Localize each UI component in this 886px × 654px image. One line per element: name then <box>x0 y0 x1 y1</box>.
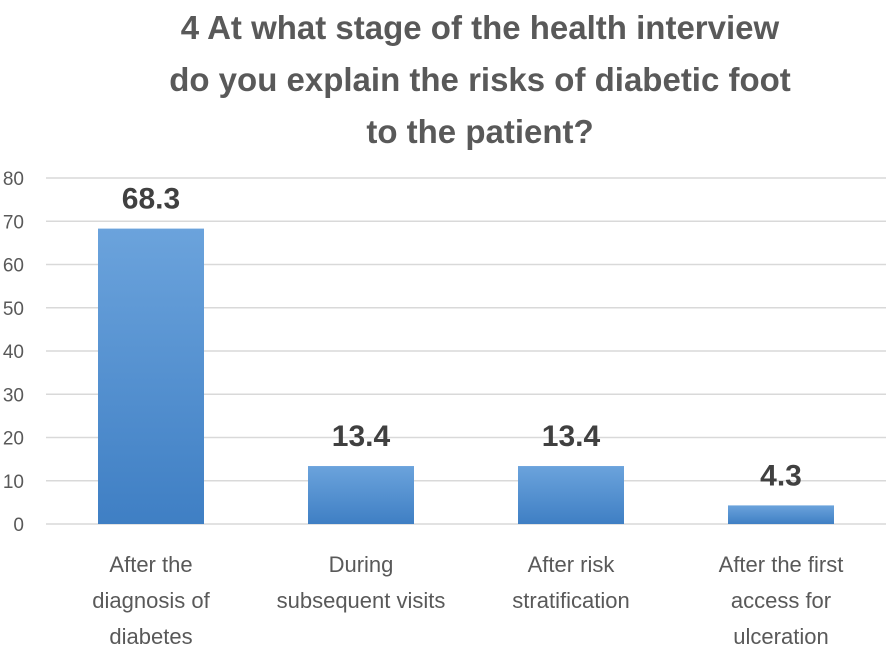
data-label-2: 13.4 <box>332 420 391 453</box>
bar-4 <box>728 505 834 524</box>
y-tick-label: 80 <box>3 169 24 190</box>
y-tick-label: 20 <box>3 429 24 450</box>
bar-2 <box>308 466 414 524</box>
bar-1 <box>98 228 204 525</box>
chart-title-line-2: do you explain the risks of diabetic foo… <box>169 61 791 98</box>
category-label-1-line-3: diabetes <box>109 624 192 649</box>
y-tick-label: 60 <box>3 256 24 277</box>
y-tick-label: 10 <box>3 472 24 493</box>
category-label-3-line-1: After risk <box>528 552 616 577</box>
y-tick-label: 50 <box>3 299 24 320</box>
y-tick-label: 40 <box>3 342 24 363</box>
category-labels: After the diagnosis of diabetes During subse… <box>92 552 843 649</box>
category-label-1-line-2: diagnosis of <box>92 588 210 613</box>
chart-title-line-1: 4 At what stage of the health interview <box>180 9 780 46</box>
category-label-1-line-1: After the <box>109 552 192 577</box>
y-tick-label: 30 <box>3 385 24 406</box>
bar-3 <box>518 466 624 524</box>
category-label-4-line-2: access for <box>731 588 831 613</box>
bars <box>98 228 834 525</box>
chart-title: 4 At what stage of the health interview … <box>100 2 860 158</box>
data-label-4: 4.3 <box>760 459 802 492</box>
category-label-2-line-2: subsequent visits <box>277 588 446 613</box>
data-label-3: 13.4 <box>542 420 601 453</box>
data-labels: 68.3 13.4 13.4 4.3 <box>122 183 802 493</box>
y-axis-tick-labels: 0 10 20 30 40 50 60 70 80 <box>3 169 24 536</box>
y-tick-label: 0 <box>13 515 24 536</box>
category-label-3-line-2: stratification <box>512 588 629 613</box>
y-tick-label: 70 <box>3 212 24 233</box>
data-label-1: 68.3 <box>122 183 180 216</box>
category-label-4-line-3: ulceration <box>733 624 828 649</box>
chart-title-line-3: to the patient? <box>366 113 594 150</box>
category-label-4-line-1: After the first <box>719 552 844 577</box>
category-label-2-line-1: During <box>329 552 394 577</box>
